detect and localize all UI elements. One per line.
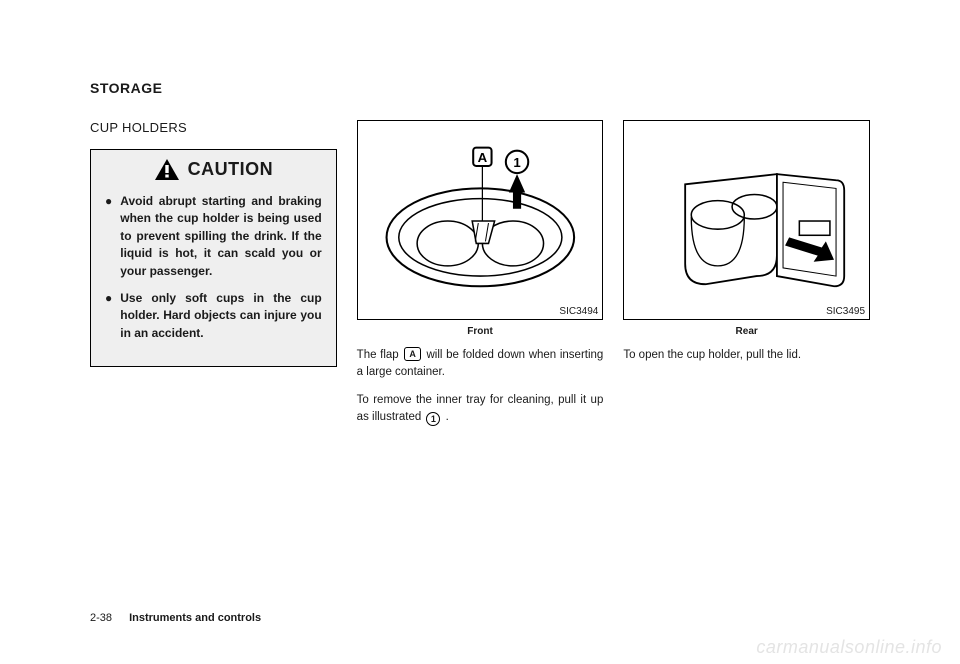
figure-code: SIC3495	[826, 306, 865, 317]
subsection-title: CUP HOLDERS	[90, 120, 337, 135]
content-columns: CUP HOLDERS CAUTION ● Avoid abrupt start…	[90, 120, 870, 436]
figure-rear: SIC3495	[623, 120, 870, 320]
figure-front: A 1 SIC3494	[357, 120, 604, 320]
bullet-icon: ●	[105, 290, 112, 342]
manual-page: STORAGE CUP HOLDERS CAUTION ● Avoid ab	[0, 0, 960, 664]
body-paragraph: The flap A will be folded down when inse…	[357, 347, 604, 382]
figure-badge-a: A	[477, 150, 487, 165]
figure-code: SIC3494	[559, 306, 598, 317]
caution-box: CAUTION ● Avoid abrupt starting and brak…	[90, 149, 337, 367]
caution-item: ● Use only soft cups in the cup holder. …	[105, 290, 322, 342]
page-number: 2-38	[90, 612, 112, 624]
cup-holder-rear-illustration	[624, 121, 869, 319]
inline-circle-1: 1	[426, 412, 440, 426]
caution-text: Avoid abrupt starting and braking when t…	[120, 193, 321, 280]
inline-badge-a: A	[404, 347, 421, 361]
caution-text: Use only soft cups in the cup holder. Ha…	[120, 290, 321, 342]
chapter-name: Instruments and controls	[129, 612, 261, 624]
page-footer: 2-38 Instruments and controls	[90, 612, 261, 624]
bullet-icon: ●	[105, 193, 112, 280]
caution-list: ● Avoid abrupt starting and braking when…	[91, 187, 336, 366]
column-middle: A 1 SIC3494 Front The flap A will be fol…	[357, 120, 604, 436]
figure-caption: Front	[357, 326, 604, 337]
cup-holder-front-illustration: A 1	[358, 121, 603, 319]
figure-badge-1: 1	[513, 155, 520, 170]
warning-triangle-icon	[154, 158, 180, 181]
text-fragment: To remove the inner tray for cleaning, p…	[357, 394, 604, 423]
body-paragraph: To open the cup holder, pull the lid.	[623, 347, 870, 364]
caution-header: CAUTION	[91, 150, 336, 187]
text-fragment: .	[446, 411, 449, 423]
caution-item: ● Avoid abrupt starting and braking when…	[105, 193, 322, 280]
column-left: CUP HOLDERS CAUTION ● Avoid abrupt start…	[90, 120, 337, 436]
text-fragment: The flap	[357, 349, 399, 361]
body-paragraph: To remove the inner tray for cleaning, p…	[357, 392, 604, 427]
caution-label: CAUTION	[188, 159, 274, 180]
column-right: SIC3495 Rear To open the cup holder, pul…	[623, 120, 870, 436]
watermark-text: carmanualsonline.info	[756, 637, 942, 658]
section-title: STORAGE	[90, 80, 870, 96]
figure-caption: Rear	[623, 326, 870, 337]
